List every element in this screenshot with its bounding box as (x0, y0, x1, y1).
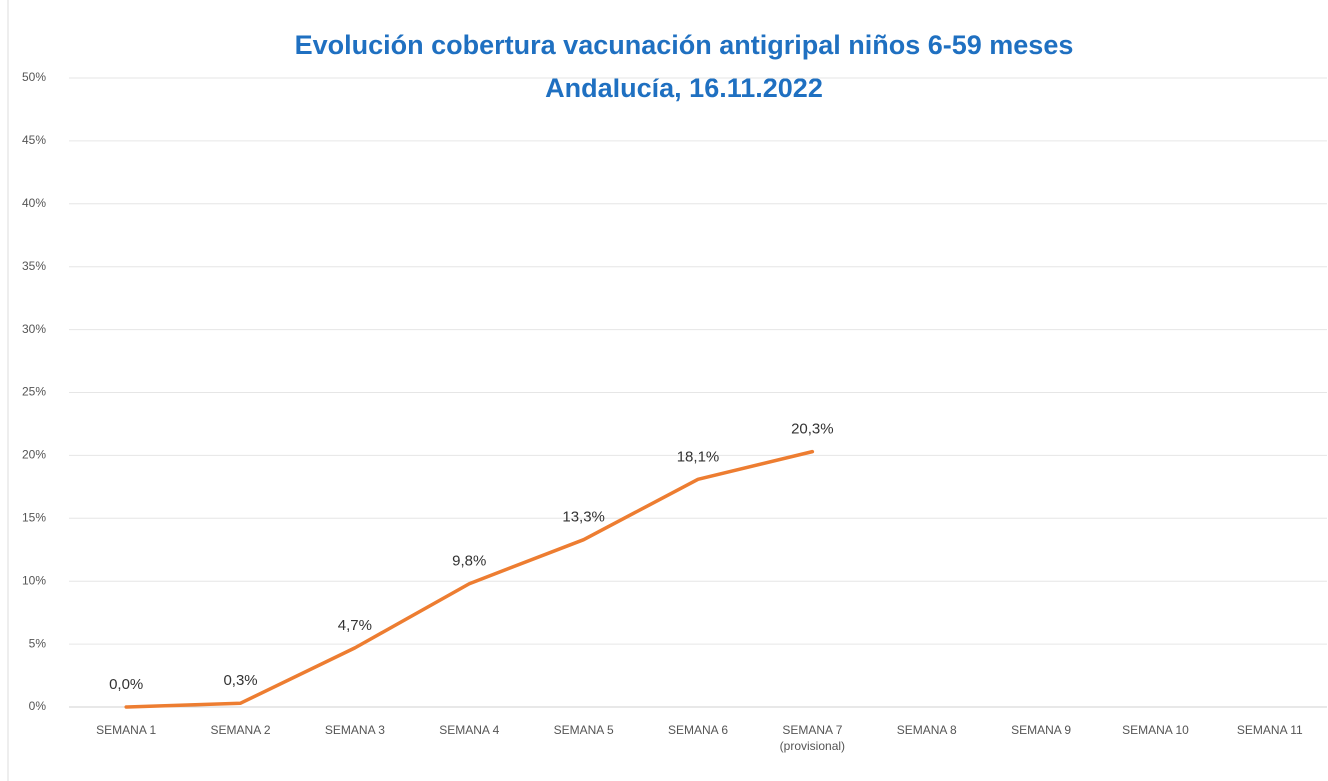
x-tick-label: SEMANA 8 (896, 723, 957, 737)
x-tick-label: SEMANA 5 (553, 723, 614, 737)
data-label: 0,0% (109, 676, 143, 693)
data-label: 4,7% (338, 617, 372, 634)
x-tick-label: SEMANA 6 (667, 723, 729, 737)
data-label: 0,3% (223, 672, 257, 689)
x-tick-label: SEMANA 11 (1236, 723, 1303, 737)
chart-title: Evolución cobertura vacunación antigripa… (295, 30, 1074, 60)
x-tick-label: SEMANA 3 (324, 723, 385, 737)
y-tick-label: 0% (29, 699, 47, 713)
x-tick-label: SEMANA 2 (210, 723, 271, 737)
series-line (124, 449, 815, 709)
y-tick-label: 5% (29, 636, 47, 650)
y-tick-label: 45% (22, 133, 46, 147)
data-label: 13,3% (562, 509, 605, 526)
y-tick-label: 20% (22, 448, 46, 462)
y-tick-label: 10% (22, 573, 46, 587)
data-label: 20,3% (791, 421, 834, 438)
x-tick-label: SEMANA 10 (1122, 723, 1189, 737)
x-tick-label: SEMANA 4 (439, 723, 500, 737)
y-tick-label: 15% (22, 510, 46, 524)
x-tick-label: SEMANA 7 (provisional) (779, 723, 846, 753)
data-label: 9,8% (452, 553, 486, 570)
y-tick-label: 40% (22, 196, 46, 210)
y-tick-label: 50% (22, 70, 46, 84)
data-label: 18,1% (677, 448, 720, 465)
x-tick-label: SEMANA 9 (1011, 723, 1072, 737)
x-tick-label: SEMANA 1 (96, 723, 157, 737)
y-tick-label: 25% (22, 385, 46, 399)
y-tick-label: 35% (22, 259, 46, 273)
y-tick-label: 30% (22, 322, 46, 336)
